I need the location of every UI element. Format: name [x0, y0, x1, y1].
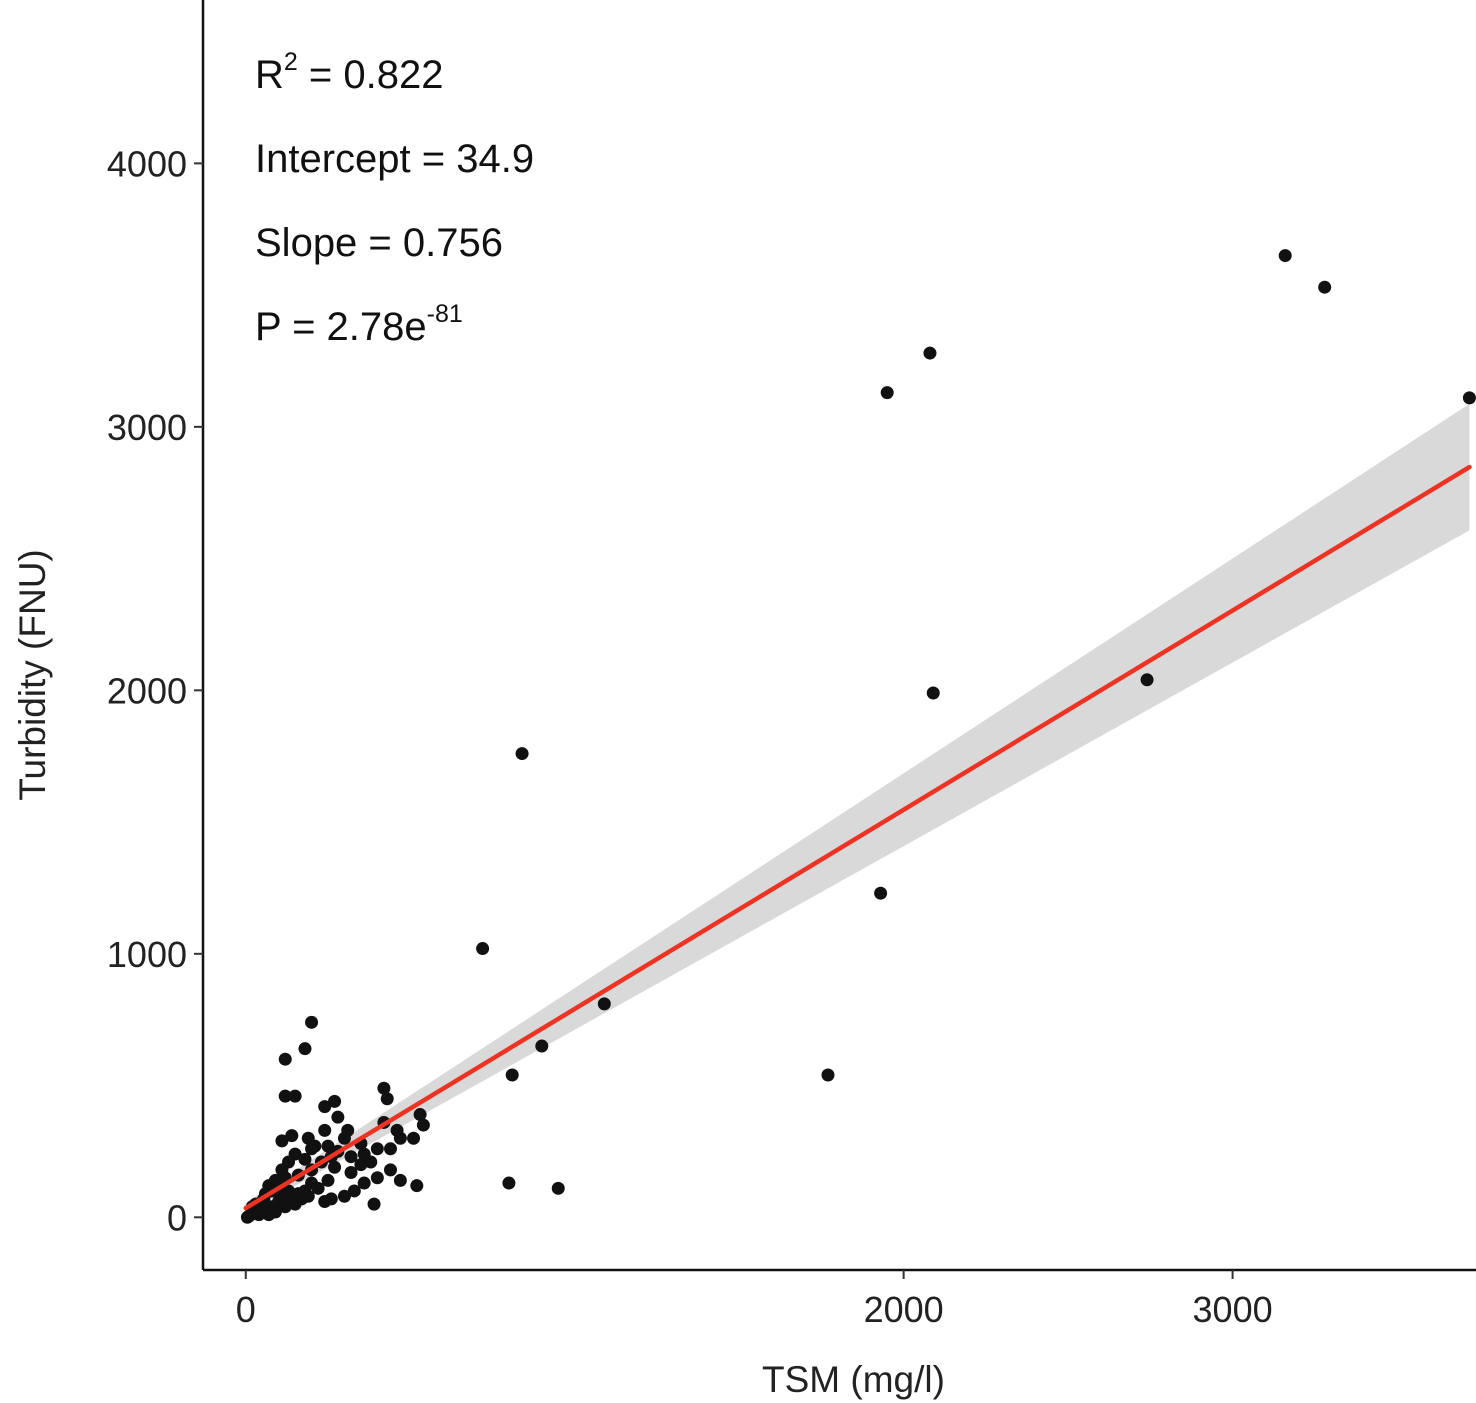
stat-annotation-text: Slope = 0.756: [255, 221, 503, 265]
stat-annotation-superscript: -81: [427, 300, 463, 328]
data-point: [282, 1184, 296, 1198]
data-point: [874, 886, 888, 900]
data-point: [476, 942, 490, 956]
data-point: [288, 1197, 302, 1211]
regression-line: [243, 464, 1472, 1211]
data-point: [416, 1118, 430, 1132]
data-point: [370, 1142, 384, 1156]
data-point: [1140, 673, 1154, 687]
data-point: [298, 1152, 312, 1166]
data-point: [354, 1158, 368, 1172]
data-point: [535, 1039, 549, 1053]
stat-annotation: R2 = 0.822: [255, 48, 443, 97]
data-point: [278, 1089, 292, 1103]
data-point: [383, 1142, 397, 1156]
data-point: [305, 1142, 319, 1156]
data-point: [380, 1092, 394, 1106]
data-point: [1462, 391, 1476, 405]
data-point: [341, 1123, 355, 1137]
data-point: [821, 1068, 835, 1082]
data-point: [515, 747, 529, 761]
data-point: [278, 1052, 292, 1066]
x-axis-title: TSM (mg/l): [762, 1359, 945, 1400]
data-point: [275, 1163, 289, 1177]
data-point: [321, 1173, 335, 1187]
data-point: [328, 1094, 342, 1108]
data-point: [344, 1150, 358, 1164]
data-point: [357, 1176, 371, 1190]
data-point: [318, 1123, 332, 1137]
data-point: [407, 1131, 421, 1145]
data-point: [240, 1210, 254, 1224]
data-point: [1278, 249, 1292, 263]
y-tick-label: 4000: [107, 143, 187, 184]
data-point: [347, 1184, 361, 1198]
data-point: [377, 1081, 391, 1095]
data-points-layer: [240, 249, 1476, 1224]
y-tick-label: 1000: [107, 934, 187, 975]
annotations-layer: R2 = 0.822 Intercept = 34.9 Slope = 0.756 P…: [255, 48, 534, 349]
data-point: [328, 1160, 342, 1174]
data-point: [383, 1163, 397, 1177]
data-point: [298, 1042, 312, 1056]
data-point: [278, 1200, 292, 1214]
data-point: [275, 1134, 289, 1148]
stat-annotation-text: = 0.822: [298, 53, 444, 97]
data-point: [551, 1181, 565, 1195]
data-point: [880, 386, 894, 400]
stat-annotation-text: R: [255, 53, 284, 97]
data-point: [324, 1192, 338, 1206]
data-point: [390, 1123, 404, 1137]
y-axis-title: Turbidity (FNU): [12, 549, 53, 800]
data-point: [502, 1176, 516, 1190]
y-tick-label: 3000: [107, 407, 187, 448]
stat-annotation-text: P = 2.78e: [255, 305, 427, 349]
data-point: [370, 1171, 384, 1185]
data-point: [337, 1189, 351, 1203]
data-point: [597, 997, 611, 1011]
stat-annotation: Slope = 0.756: [255, 221, 503, 265]
data-point: [505, 1068, 519, 1082]
y-tick-label: 2000: [107, 670, 187, 711]
data-point: [413, 1108, 427, 1122]
data-point: [926, 686, 940, 700]
stat-annotation-text: Intercept = 34.9: [255, 137, 534, 181]
stat-annotation: P = 2.78e-81: [255, 300, 463, 349]
data-point: [288, 1089, 302, 1103]
data-point: [364, 1155, 378, 1169]
data-point: [344, 1166, 358, 1180]
data-point: [367, 1197, 381, 1211]
data-point: [262, 1208, 276, 1222]
data-point: [318, 1100, 332, 1114]
data-point: [305, 1015, 319, 1029]
data-point: [923, 346, 937, 360]
confidence-band-layer: [245, 403, 1470, 1214]
x-tick-label: 3000: [1193, 1289, 1273, 1330]
data-point: [393, 1173, 407, 1187]
confidence-band: [245, 403, 1470, 1214]
data-point: [1318, 280, 1332, 294]
fit-line-layer: [243, 464, 1472, 1211]
data-point: [285, 1129, 299, 1143]
stat-annotation: Intercept = 34.9: [255, 137, 534, 181]
x-tick-label: 2000: [864, 1289, 944, 1330]
data-point: [331, 1110, 345, 1124]
data-point: [410, 1179, 424, 1193]
y-tick-label: 0: [167, 1197, 187, 1238]
axes-layer: 0 2000 3000 0 1000 2000 3000 4000: [107, 0, 1476, 1330]
data-point: [321, 1139, 335, 1153]
x-tick-label: 0: [236, 1289, 256, 1330]
stat-annotation-superscript: 2: [284, 48, 298, 76]
